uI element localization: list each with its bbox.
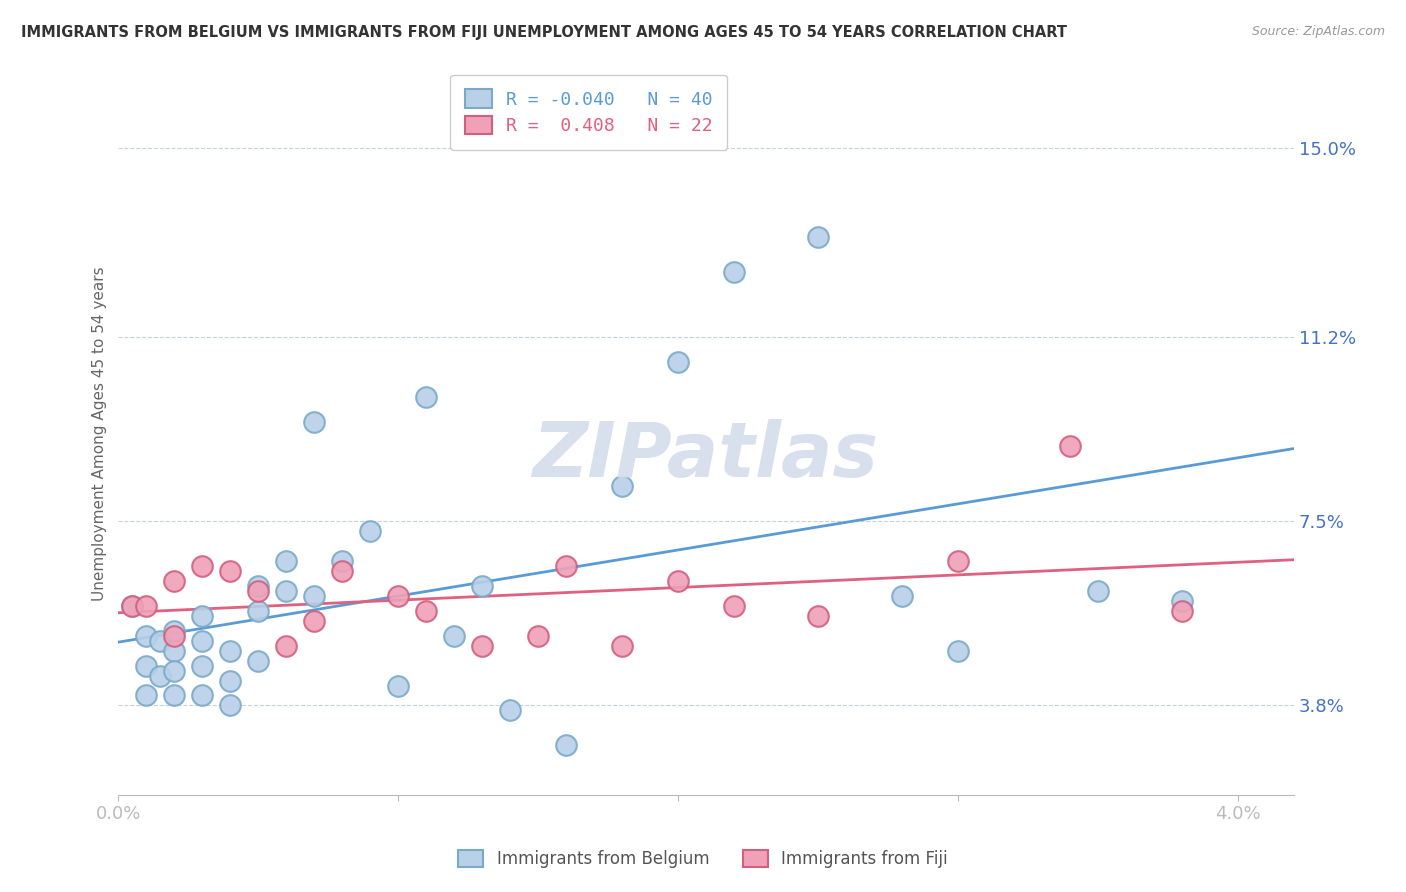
Point — [191, 658, 214, 673]
Point — [1087, 583, 1109, 598]
Point — [1171, 594, 1194, 608]
Point — [666, 355, 689, 369]
Point — [612, 639, 634, 653]
Point — [387, 589, 409, 603]
Point — [163, 629, 186, 643]
Point — [191, 559, 214, 574]
Point — [163, 643, 186, 657]
Point — [219, 698, 242, 713]
Point — [135, 689, 157, 703]
Point — [946, 643, 969, 657]
Point — [527, 629, 550, 643]
Point — [219, 673, 242, 688]
Point — [891, 589, 914, 603]
Point — [219, 564, 242, 578]
Point — [276, 554, 298, 568]
Point — [191, 633, 214, 648]
Point — [135, 629, 157, 643]
Point — [304, 614, 326, 628]
Point — [471, 579, 494, 593]
Point — [471, 639, 494, 653]
Point — [247, 579, 270, 593]
Text: ZIPatlas: ZIPatlas — [533, 418, 879, 492]
Point — [499, 703, 522, 717]
Point — [555, 738, 578, 752]
Point — [415, 390, 437, 404]
Point — [163, 689, 186, 703]
Point — [149, 668, 172, 682]
Point — [121, 599, 143, 613]
Point — [191, 689, 214, 703]
Point — [219, 643, 242, 657]
Point — [276, 583, 298, 598]
Point — [555, 559, 578, 574]
Point — [247, 604, 270, 618]
Point — [666, 574, 689, 588]
Point — [612, 479, 634, 493]
Point — [415, 604, 437, 618]
Text: Source: ZipAtlas.com: Source: ZipAtlas.com — [1251, 25, 1385, 38]
Point — [135, 599, 157, 613]
Text: IMMIGRANTS FROM BELGIUM VS IMMIGRANTS FROM FIJI UNEMPLOYMENT AMONG AGES 45 TO 54: IMMIGRANTS FROM BELGIUM VS IMMIGRANTS FR… — [21, 25, 1067, 40]
Point — [1171, 604, 1194, 618]
Point — [135, 658, 157, 673]
Point — [330, 554, 353, 568]
Point — [191, 608, 214, 623]
Point — [723, 265, 745, 279]
Point — [276, 639, 298, 653]
Point — [807, 230, 830, 244]
Point — [163, 574, 186, 588]
Point — [304, 589, 326, 603]
Y-axis label: Unemployment Among Ages 45 to 54 years: Unemployment Among Ages 45 to 54 years — [93, 267, 107, 601]
Point — [1059, 440, 1081, 454]
Point — [304, 415, 326, 429]
Point — [387, 679, 409, 693]
Point — [443, 629, 465, 643]
Point — [163, 624, 186, 638]
Legend: Immigrants from Belgium, Immigrants from Fiji: Immigrants from Belgium, Immigrants from… — [451, 843, 955, 875]
Legend: R = -0.040   N = 40, R =  0.408   N = 22: R = -0.040 N = 40, R = 0.408 N = 22 — [450, 75, 727, 150]
Point — [247, 583, 270, 598]
Point — [163, 664, 186, 678]
Point — [247, 654, 270, 668]
Point — [359, 524, 381, 538]
Point — [121, 599, 143, 613]
Point — [149, 633, 172, 648]
Point — [723, 599, 745, 613]
Point — [946, 554, 969, 568]
Point — [330, 564, 353, 578]
Point — [807, 608, 830, 623]
